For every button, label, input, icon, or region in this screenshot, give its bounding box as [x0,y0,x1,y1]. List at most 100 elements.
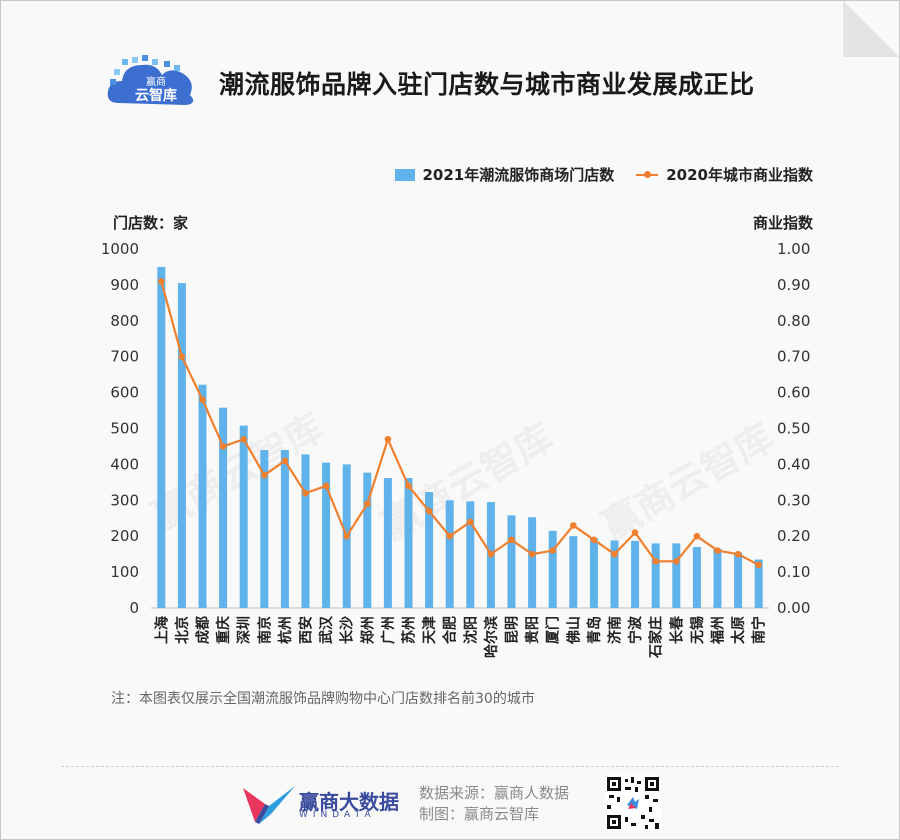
right-tick-label: 0.70 [777,348,810,366]
data-source: 数据来源：赢商人数据 [419,784,570,802]
left-axis-title: 门店数：家 [113,214,189,232]
category-label: 郑州 [359,616,376,644]
line-point [405,482,412,490]
line-point [261,471,268,479]
left-tick-label: 500 [110,420,139,438]
category-label: 宁波 [627,615,644,644]
bar [383,478,392,608]
line-point [631,529,639,536]
category-label: 贵阳 [524,616,541,644]
right-tick-label: 0.30 [777,491,810,509]
category-label: 石家庄 [648,616,665,659]
right-tick-label: 0.40 [777,455,810,473]
line-point [240,435,247,443]
bar [569,536,578,608]
category-label: 武汉 [318,615,335,644]
footnote: 注：本图表仅展示全国潮流服饰品牌购物中心门店数排名前30的城市 [111,691,535,707]
category-label: 上海 [153,616,170,644]
category-label: 西安 [298,616,315,644]
chart-maker: 制图：赢商云智库 [419,805,540,823]
line-point [487,550,495,558]
line-point [281,457,289,465]
category-label: 太原 [730,616,747,644]
bar [672,543,681,608]
bar [631,540,640,608]
svg-text:赢商: 赢商 [146,75,166,88]
line-point [714,547,721,554]
line-point [158,278,165,285]
bar [754,559,763,608]
brand-sub: WINDATA [299,810,376,820]
yunzhiku-logo: 赢商 云智库 [107,55,194,105]
line-point [590,536,598,544]
line-point [734,550,742,558]
line-point [611,550,618,558]
left-tick-label: 900 [110,276,139,294]
line-point [322,482,330,490]
brand-name: 赢商大数据 [299,790,399,814]
bar [219,407,228,608]
category-label: 南宁 [751,616,768,644]
bar [734,552,743,608]
qr-code-icon[interactable] [605,775,661,831]
category-label: 广州 [380,616,397,644]
bar [260,450,269,608]
category-label: 苏州 [401,616,418,644]
legend-item-line: 2020年城市商业指数 [614,164,813,185]
category-label: 杭州 [277,616,294,644]
legend-line-label: 2020年城市商业指数 [666,166,813,184]
bar [692,546,701,608]
windata-brand: 赢商大数据 WINDATA [241,784,416,826]
series-line [160,281,760,566]
footer-divider [61,766,839,767]
category-label: 昆明 [505,616,521,644]
line-point [570,522,577,529]
line-point [343,532,351,540]
category-label: 佛山 [565,616,582,645]
windata-logo-icon [243,786,295,824]
left-tick-label: 1000 [101,240,139,258]
bar [466,501,475,608]
line-point [446,532,454,540]
bar [363,472,372,608]
line-point [528,550,536,558]
page-curl [843,1,899,57]
left-tick-label: 400 [110,455,139,473]
category-label: 天津 [421,616,438,644]
bar [425,492,434,608]
svg-text:云智库: 云智库 [135,87,177,104]
category-label: 北京 [174,616,191,644]
category-label: 哈尔滨 [483,616,500,658]
bar [589,537,598,608]
right-tick-label: 0.10 [777,563,810,581]
line-point [302,489,309,497]
bar [548,530,557,608]
category-label: 重庆 [215,616,232,644]
bar [507,515,516,608]
line-point [652,558,659,565]
right-tick-label: 0.20 [777,527,810,545]
line-point [755,561,762,569]
right-axis-title: 商业指数 [752,214,813,232]
line-point [673,558,680,565]
left-tick-label: 700 [110,348,139,366]
category-label: 福州 [710,616,727,645]
line-point [508,536,515,544]
bar [445,500,454,608]
line-point [364,500,371,508]
combo-chart: 0 100 200 300 400 500 600 700 800 900 1000 0.00 0.10… [101,240,811,659]
right-tick-label: 0.60 [777,384,810,402]
category-label: 青岛 [586,616,603,644]
right-tick-label: 0.00 [777,599,810,617]
bar [177,283,186,608]
line-point [178,353,186,361]
right-tick-label: 0.80 [777,312,810,330]
right-tick-label: 0.90 [777,276,810,294]
line-point [467,518,474,526]
legend: 2021年潮流服饰商场门店数 2020年城市商业指数 [394,164,813,185]
line-point [199,396,206,404]
category-label: 长沙 [339,616,356,644]
bar [239,425,248,608]
legend-bar-label: 2021年潮流服饰商场门店数 [422,166,615,184]
